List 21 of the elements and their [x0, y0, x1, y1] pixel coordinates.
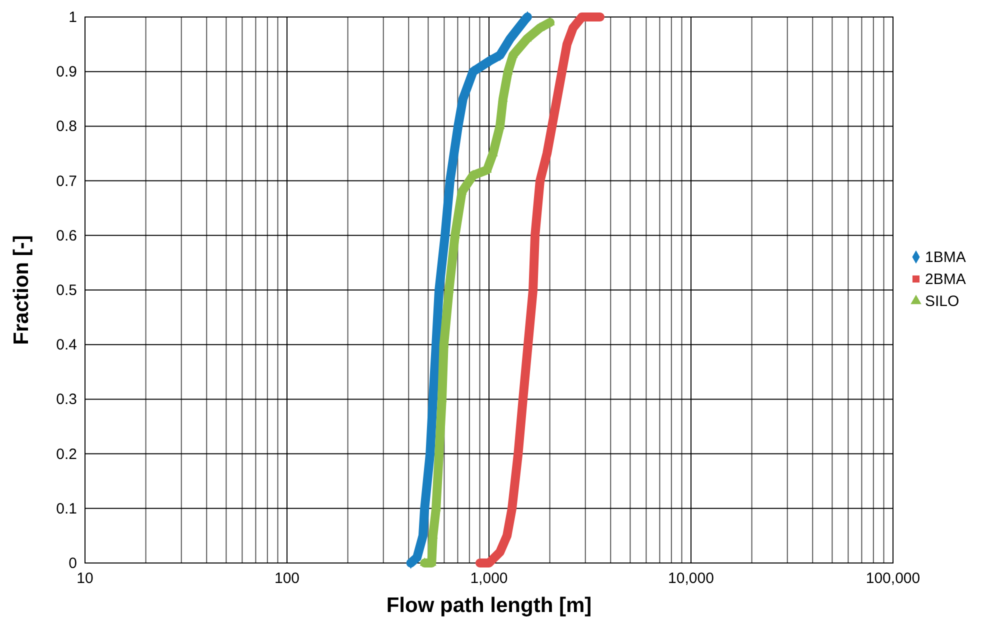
- legend-label: 2BMA: [925, 271, 966, 288]
- y-tick-label: 0.6: [56, 227, 77, 244]
- legend-label: 1BMA: [925, 249, 966, 266]
- legend-label: SILO: [925, 293, 960, 310]
- x-tick-label: 100,000: [866, 570, 920, 587]
- x-tick-label: 10: [76, 570, 94, 587]
- y-tick-label: 0: [68, 555, 77, 572]
- y-tick-label: 0.2: [56, 446, 77, 463]
- y-tick-label: 0.5: [56, 282, 77, 299]
- y-tick-label: 0.3: [56, 391, 77, 408]
- y-tick-label: 0.4: [56, 336, 77, 354]
- x-tick-label: 1,000: [470, 570, 508, 587]
- y-tick-label: 0.9: [56, 64, 77, 81]
- y-tick-label: 0.7: [56, 172, 77, 190]
- y-tick-label: 0.1: [56, 500, 77, 518]
- x-axis-title: Flow path length [m]: [386, 594, 592, 617]
- x-tick-label: 100: [274, 570, 300, 587]
- y-tick-label: 1: [68, 9, 77, 26]
- y-tick-label: 0.8: [56, 118, 77, 136]
- x-tick-label: 10,000: [668, 570, 714, 587]
- y-axis-title: Fraction [-]: [10, 235, 33, 345]
